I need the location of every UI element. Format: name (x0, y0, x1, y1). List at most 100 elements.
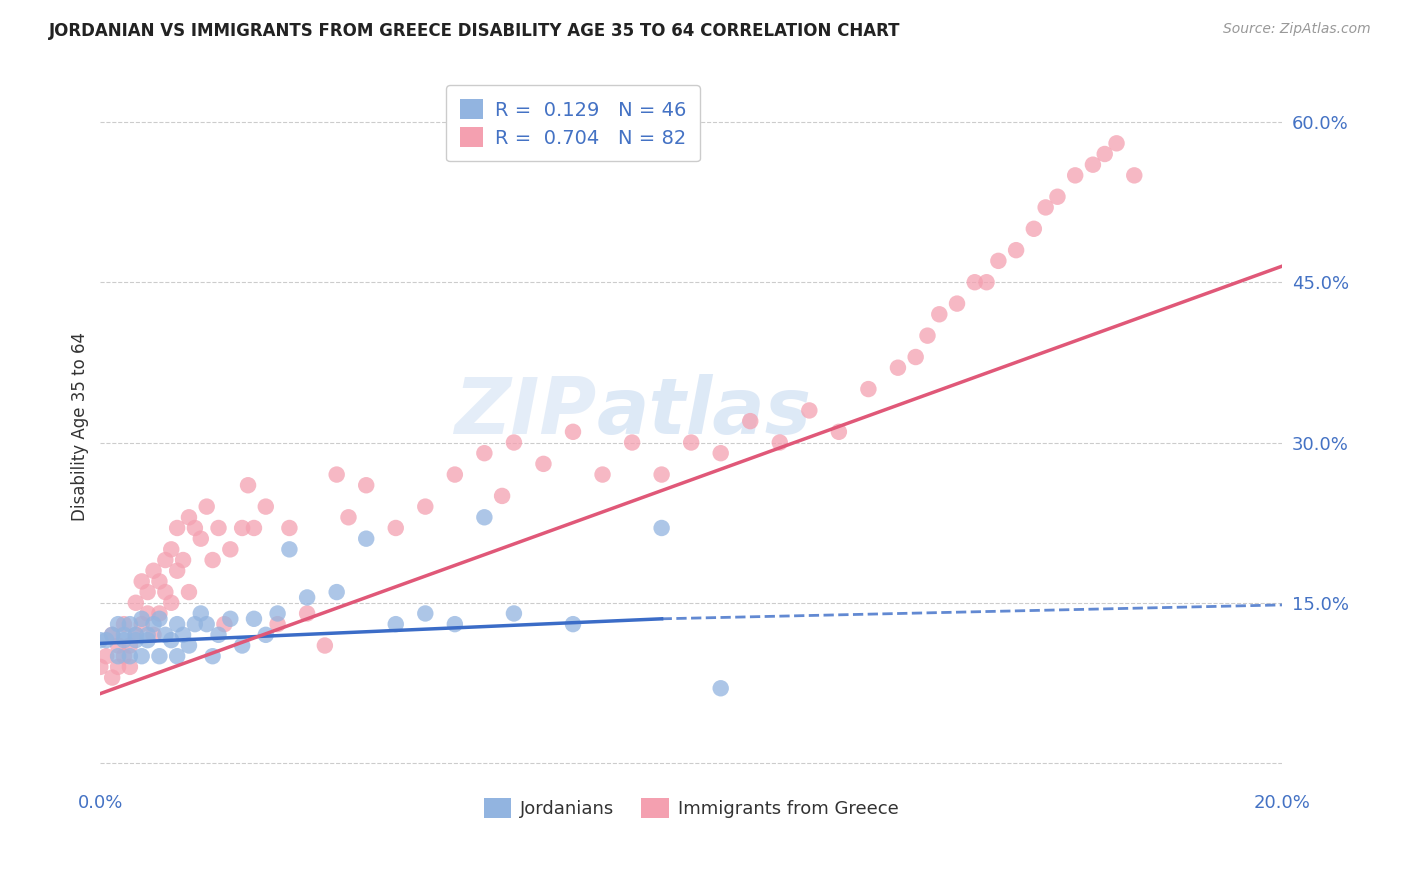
Point (177, 510, 200, 524)
Point (533, 457, 555, 471)
Point (155, 585, 177, 599)
Point (1046, 190, 1069, 204)
Text: atlas: atlas (596, 374, 811, 450)
Point (166, 649, 188, 664)
Point (904, 350, 927, 364)
Point (278, 542, 301, 557)
Point (651, 521, 673, 535)
Point (976, 275, 998, 289)
Point (101, 628, 124, 642)
Point (136, 628, 159, 642)
Point (769, 435, 792, 450)
Point (963, 275, 986, 289)
Point (710, 681, 733, 696)
Point (562, 425, 585, 439)
Point (112, 633, 135, 648)
Point (254, 500, 277, 514)
Point (118, 639, 141, 653)
Point (125, 628, 148, 642)
Point (928, 307, 950, 321)
Text: Source: ZipAtlas.com: Source: ZipAtlas.com (1223, 22, 1371, 37)
Point (107, 639, 129, 653)
Legend: Jordanians, Immigrants from Greece: Jordanians, Immigrants from Greece (477, 791, 905, 825)
Point (236, 478, 259, 492)
Point (384, 617, 406, 632)
Point (148, 649, 170, 664)
Point (136, 633, 159, 648)
Point (131, 612, 153, 626)
Text: JORDANIAN VS IMMIGRANTS FROM GREECE DISABILITY AGE 35 TO 64 CORRELATION CHART: JORDANIAN VS IMMIGRANTS FROM GREECE DISA… (49, 22, 901, 40)
Point (474, 446, 496, 460)
Point (112, 649, 135, 664)
Point (799, 403, 821, 417)
Point (858, 382, 880, 396)
Point (118, 660, 141, 674)
Point (112, 617, 135, 632)
Point (107, 617, 129, 632)
Point (1064, 169, 1087, 183)
Point (160, 596, 183, 610)
Point (740, 414, 762, 428)
Point (681, 435, 703, 450)
Point (443, 617, 465, 632)
Point (125, 628, 148, 642)
Point (172, 553, 194, 567)
Point (254, 628, 277, 642)
Point (166, 617, 188, 632)
Point (160, 633, 183, 648)
Point (413, 500, 436, 514)
Point (325, 467, 347, 482)
Point (148, 607, 170, 621)
Point (295, 607, 318, 621)
Point (243, 521, 266, 535)
Point (118, 617, 141, 632)
Point (354, 478, 377, 492)
Point (266, 607, 288, 621)
Point (96, 649, 118, 664)
Point (917, 328, 939, 343)
Point (184, 617, 207, 632)
Point (166, 564, 188, 578)
Point (207, 628, 229, 642)
Point (491, 489, 513, 503)
Point (142, 628, 165, 642)
Point (112, 628, 135, 642)
Point (195, 617, 218, 632)
Point (592, 467, 614, 482)
Point (710, 446, 733, 460)
Point (96, 633, 118, 648)
Point (201, 553, 224, 567)
Point (1022, 222, 1045, 236)
Point (107, 660, 129, 674)
Point (651, 467, 673, 482)
Point (201, 649, 224, 664)
Point (142, 617, 165, 632)
Point (562, 617, 585, 632)
Point (148, 612, 170, 626)
Point (190, 607, 212, 621)
Point (131, 617, 153, 632)
Point (155, 553, 177, 567)
Point (231, 521, 253, 535)
Point (101, 671, 124, 685)
Point (243, 612, 266, 626)
Point (160, 542, 183, 557)
Point (142, 564, 165, 578)
Point (184, 521, 207, 535)
Y-axis label: Disability Age 35 to 64: Disability Age 35 to 64 (72, 332, 89, 521)
Point (325, 585, 347, 599)
Point (1035, 201, 1057, 215)
Point (214, 617, 236, 632)
Point (1123, 169, 1146, 183)
Point (266, 617, 288, 632)
Point (101, 628, 124, 642)
Point (131, 574, 153, 589)
Point (166, 521, 188, 535)
Point (219, 542, 242, 557)
Point (1105, 136, 1128, 151)
Point (177, 639, 200, 653)
Point (125, 633, 148, 648)
Point (1081, 158, 1104, 172)
Point (107, 649, 129, 664)
Point (1005, 243, 1028, 257)
